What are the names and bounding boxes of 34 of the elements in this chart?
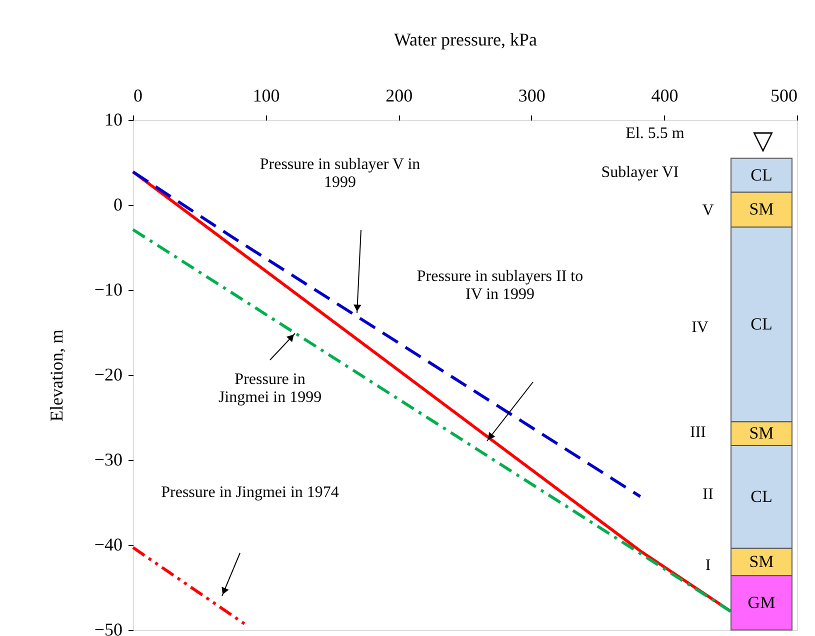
x-axis-title: Water pressure, kPa — [394, 30, 538, 50]
band-label: SM — [749, 552, 774, 571]
annotation: I — [705, 557, 711, 574]
band-label: CL — [750, 314, 772, 334]
x-tick-label: 400 — [651, 86, 678, 106]
band-label: GM — [748, 592, 776, 612]
annotation: El. 5.5 m — [626, 125, 685, 142]
annotation: Pressure in sublayer V in 1999 — [260, 156, 420, 191]
y-tick-label: −40 — [94, 534, 122, 554]
y-tick-label: −50 — [94, 620, 122, 636]
band-label: SM — [749, 200, 774, 219]
x-tick-label: 0 — [134, 86, 142, 106]
band-label: CL — [750, 165, 772, 184]
y-tick-label: 0 — [114, 194, 122, 214]
y-axis-title: Elevation, m — [46, 330, 66, 422]
band-label: CL — [750, 486, 772, 506]
x-tick-label: 300 — [518, 86, 546, 106]
annotation: III — [690, 424, 706, 441]
x-tick-label: 100 — [252, 86, 280, 106]
annotation: Pressure in Jingmei in 1999 — [218, 371, 322, 406]
annotation: IV — [692, 319, 709, 336]
y-tick-label: −30 — [94, 450, 122, 470]
annotation: II — [702, 486, 714, 503]
annotation: Sublayer VI — [601, 164, 679, 181]
y-tick-label: −10 — [94, 280, 122, 300]
x-tick-label: 200 — [386, 86, 413, 106]
band-label: SM — [749, 424, 774, 443]
y-tick-label: 10 — [104, 110, 122, 130]
annotation: Pressure in Jingmei in 1974 — [161, 484, 339, 501]
annotation: Pressure in sublayers II to IV in 1999 — [416, 268, 584, 303]
x-tick-label: 500 — [770, 86, 798, 106]
annotation: ▽ — [753, 126, 773, 156]
annotation: V — [702, 202, 714, 219]
y-tick-label: −20 — [94, 364, 122, 384]
